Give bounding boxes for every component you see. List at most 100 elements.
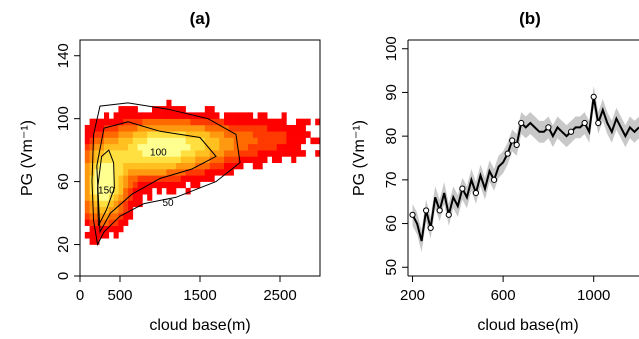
heatmap-cell (243, 137, 249, 145)
heatmap-cell (176, 169, 182, 176)
heatmap-cell (89, 206, 95, 214)
data-point (459, 185, 466, 192)
heatmap-cell (128, 200, 134, 208)
heatmap-cell (132, 124, 138, 132)
heatmap-cell (224, 118, 230, 126)
heatmap-cell (176, 112, 182, 119)
heatmap-cell (108, 143, 114, 151)
heatmap-cell (204, 112, 210, 119)
heatmap-cell (142, 131, 148, 138)
heatmap-cell (228, 143, 234, 151)
heatmap-cell (243, 150, 249, 157)
heatmap-cell (166, 118, 172, 126)
heatmap-cell (281, 143, 287, 151)
heatmap-cell (209, 118, 215, 126)
heatmap-cell (233, 143, 239, 151)
heatmap-cell (137, 118, 143, 126)
heatmap-cell (252, 118, 258, 126)
x-tick-label: 1000 (577, 287, 610, 304)
heatmap-cell (99, 150, 105, 157)
x-tick-label: 200 (400, 287, 425, 304)
heatmap-cell (204, 131, 210, 138)
heatmap-cell (147, 169, 153, 176)
x-tick-label: 0 (76, 287, 84, 304)
heatmap-cell (99, 187, 105, 195)
heatmap-cell (89, 200, 95, 208)
heatmap-cell (310, 137, 316, 145)
heatmap-cell (108, 219, 114, 226)
heatmap-cell (113, 162, 119, 170)
heatmap-cell (161, 124, 167, 132)
heatmap-cell (84, 137, 90, 145)
heatmap-cell (243, 124, 249, 132)
heatmap-cell (123, 175, 129, 182)
heatmap-cell (137, 143, 143, 151)
heatmap-cell (272, 137, 278, 145)
heatmap-cell (176, 118, 182, 126)
heatmap-cell (89, 213, 95, 220)
heatmap-cell (84, 231, 90, 239)
heatmap-cell (238, 124, 244, 132)
heatmap-cell (108, 175, 114, 182)
heatmap-cell (84, 156, 90, 164)
heatmap-cell (185, 150, 191, 157)
heatmap-cell (118, 225, 124, 233)
heatmap-cell (118, 194, 124, 201)
heatmap-cell (291, 156, 297, 164)
heatmap-cell (214, 112, 220, 119)
heatmap-cell (185, 143, 191, 151)
heatmap-cell (104, 181, 110, 189)
heatmap-cell (137, 156, 143, 164)
heatmap-cell (156, 137, 162, 145)
heatmap-cell (219, 169, 225, 176)
heatmap-cell (185, 169, 191, 176)
heatmap-cell (99, 169, 105, 176)
heatmap-cell (118, 124, 124, 132)
heatmap-cells (84, 99, 321, 245)
heatmap-cell (195, 124, 201, 132)
heatmap-cell (104, 194, 110, 201)
heatmap-cell (228, 156, 234, 164)
heatmap-cell (238, 118, 244, 126)
heatmap-cell (204, 118, 210, 126)
heatmap-cell (180, 106, 186, 113)
heatmap-cell (128, 118, 134, 126)
heatmap-cell (94, 137, 100, 145)
heatmap-cell (156, 162, 162, 170)
heatmap-cell (267, 118, 273, 126)
panel-a-ticks: 0 500 1500 2500 0 20 60 100 140 (55, 43, 297, 304)
heatmap-cell (128, 194, 134, 201)
heatmap-cell (233, 112, 239, 119)
heatmap-cell (224, 143, 230, 151)
heatmap-cell (84, 124, 90, 132)
heatmap-cell (281, 118, 287, 126)
heatmap-cell (94, 131, 100, 138)
heatmap-cell (152, 118, 158, 126)
heatmap-cell (219, 137, 225, 145)
y-tick-label: 100 (55, 106, 72, 131)
heatmap-cell (108, 162, 114, 170)
heatmap-cell (243, 143, 249, 151)
heatmap-cell (195, 150, 201, 157)
heatmap-cell (104, 112, 110, 119)
heatmap-cell (190, 143, 196, 151)
heatmap-cell (147, 143, 153, 151)
heatmap-cell (137, 187, 143, 195)
heatmap-cell (286, 124, 292, 132)
heatmap-cell (200, 118, 206, 126)
heatmap-cell (147, 162, 153, 170)
heatmap-cell (123, 131, 129, 138)
heatmap-cell (132, 143, 138, 151)
heatmap-cell (238, 112, 244, 119)
heatmap-cell (156, 118, 162, 126)
heatmap-cell (156, 106, 162, 113)
heatmap-cell (128, 156, 134, 164)
heatmap-cell (262, 156, 268, 164)
heatmap-cell (276, 131, 282, 138)
heatmap-cell (257, 162, 263, 170)
heatmap-cell (137, 137, 143, 145)
heatmap-cell (108, 150, 114, 157)
heatmap-cell (180, 137, 186, 145)
heatmap-cell (166, 143, 172, 151)
heatmap-cell (209, 112, 215, 119)
